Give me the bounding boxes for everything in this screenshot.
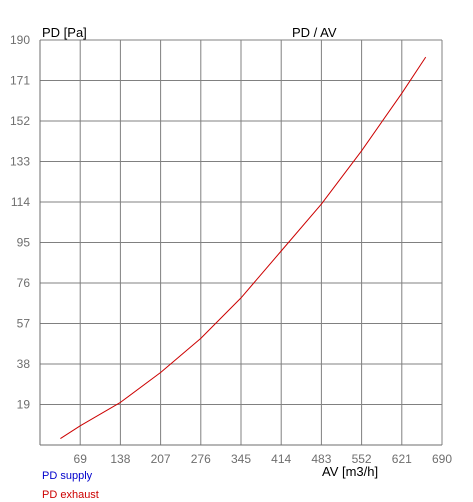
legend-item-pd-supply: PD supply: [42, 470, 93, 482]
y-tick-labels: 19 38 57 76 95 114 133 152 171 190: [10, 33, 30, 412]
x-tick-label: 414: [271, 452, 291, 466]
x-tick-label: 276: [191, 452, 211, 466]
x-tick-label: 690: [432, 452, 452, 466]
y-tick-label: 114: [11, 195, 30, 209]
axes: [39, 40, 442, 446]
x-tick-label: 69: [74, 452, 88, 466]
y-tick-label: 190: [10, 33, 30, 47]
x-tick-label: 621: [392, 452, 412, 466]
x-tick-label: 552: [352, 452, 372, 466]
y-axis-label: PD [Pa]: [42, 25, 87, 40]
y-tick-label: 171: [10, 74, 30, 88]
y-tick-label: 19: [17, 398, 31, 412]
y-tick-label: 38: [17, 357, 31, 371]
x-tick-label: 207: [151, 452, 171, 466]
chart-title: PD / AV: [292, 25, 337, 40]
x-tick-label: 345: [231, 452, 251, 466]
y-tick-label: 95: [17, 236, 31, 250]
x-axis-label: AV [m3/h]: [322, 464, 378, 479]
x-tick-labels: 69 138 207 276 345 414 483 552 621 690: [74, 452, 453, 466]
y-tick-label: 76: [17, 276, 31, 290]
y-tick-label: 152: [10, 114, 30, 128]
series-line-pd-exhaust: [60, 56, 427, 440]
y-tick-label: 57: [17, 317, 31, 331]
y-tick-label: 133: [10, 155, 30, 169]
series-layer: [60, 56, 427, 440]
x-tick-label: 483: [311, 452, 331, 466]
grid-lines: [40, 39, 443, 445]
x-tick-label: 138: [110, 452, 130, 466]
legend-item-pd-exhaust: PD exhaust: [42, 489, 99, 501]
